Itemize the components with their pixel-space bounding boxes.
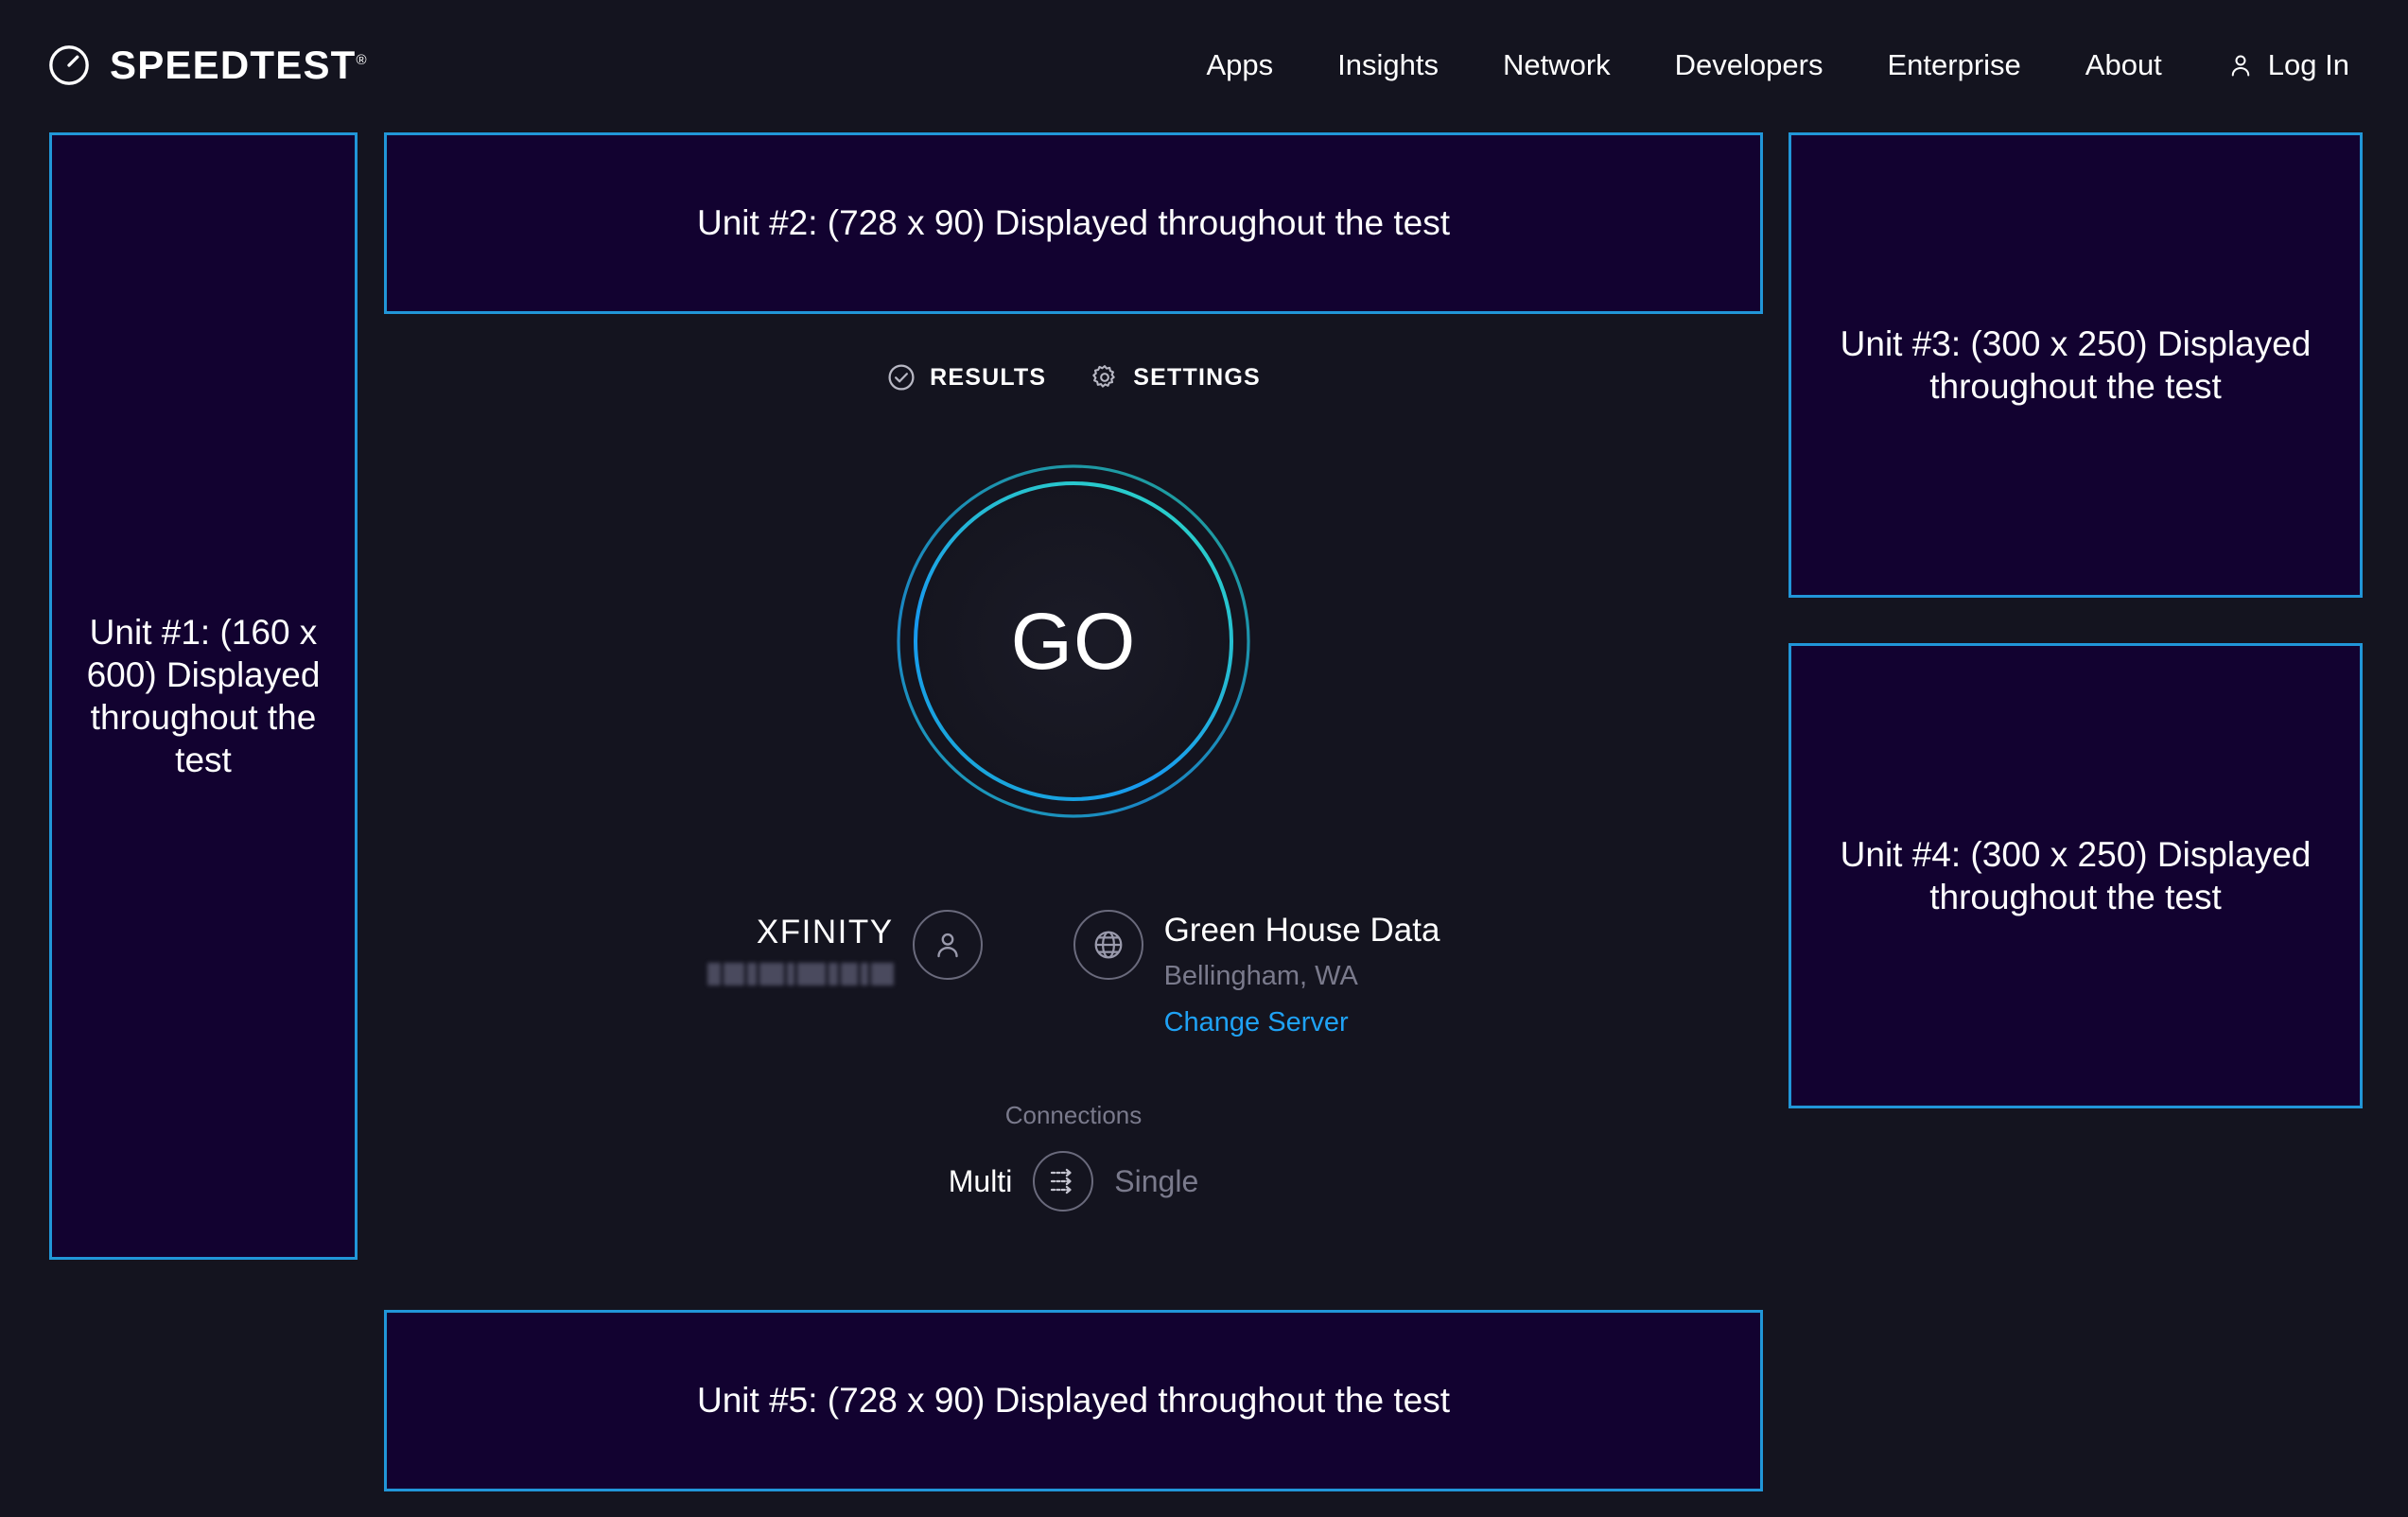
nav-item-insights[interactable]: Insights: [1337, 48, 1439, 81]
nav-item-network[interactable]: Network: [1502, 48, 1611, 81]
site-header: SPEEDTEST® Apps Insights Network Develop…: [0, 0, 2408, 131]
server-name: Green House Data: [1163, 912, 1440, 949]
connections-single-option[interactable]: Single: [1114, 1163, 1199, 1198]
stage-toolbar: RESULTS SETTINGS: [384, 362, 1763, 392]
settings-button[interactable]: SETTINGS: [1090, 362, 1261, 392]
nav-item-apps[interactable]: Apps: [1206, 48, 1274, 81]
user-icon: [2226, 51, 2255, 79]
connections-multi-option[interactable]: Multi: [948, 1163, 1013, 1198]
login-label: Log In: [2267, 48, 2349, 81]
connections-toggle[interactable]: Multi Single: [948, 1151, 1199, 1212]
change-server-link[interactable]: Change Server: [1163, 1007, 1349, 1037]
server-text: Green House Data Bellingham, WA Change S…: [1164, 910, 1440, 1038]
globe-icon: [1073, 910, 1143, 980]
login-button[interactable]: Log In: [2194, 48, 2364, 82]
server-block[interactable]: Green House Data Bellingham, WA Change S…: [1073, 910, 1440, 1038]
nav-item-developers[interactable]: Developers: [1674, 48, 1823, 81]
nav-item-about[interactable]: About: [2085, 48, 2162, 81]
nav-item-enterprise[interactable]: Enterprise: [1887, 48, 2021, 81]
connections-section: Connections Multi Single: [384, 1101, 1763, 1212]
isp-name: XFINITY: [756, 914, 894, 950]
settings-label: SETTINGS: [1133, 363, 1261, 391]
main-nav: Apps Insights Network Developers Enterpr…: [1174, 0, 2364, 131]
trademark-symbol: ®: [356, 52, 367, 68]
isp-block[interactable]: XFINITY: [707, 910, 983, 985]
ad-unit-1[interactable]: Unit #1: (160 x 600) Displayed throughou…: [49, 132, 358, 1260]
ad-unit-2[interactable]: Unit #2: (728 x 90) Displayed throughout…: [384, 132, 1763, 314]
results-label: RESULTS: [930, 363, 1047, 391]
go-button[interactable]: GO: [888, 456, 1259, 827]
test-stage: RESULTS SETTINGS: [384, 314, 1763, 1310]
go-label: GO: [1010, 596, 1137, 686]
user-circle-icon: [912, 910, 983, 980]
ad-unit-5[interactable]: Unit #5: (728 x 90) Displayed throughout…: [384, 1310, 1763, 1491]
go-button-container: GO: [384, 456, 1763, 827]
brand-logo[interactable]: SPEEDTEST®: [45, 42, 367, 89]
multi-arrows-icon[interactable]: [1033, 1151, 1094, 1212]
connections-label: Connections: [1004, 1101, 1143, 1129]
speedometer-icon: [45, 42, 93, 89]
isp-text: XFINITY: [707, 910, 894, 985]
server-location: Bellingham, WA: [1163, 961, 1358, 991]
ad-unit-3[interactable]: Unit #3: (300 x 250) Displayed throughou…: [1789, 132, 2363, 598]
gear-icon: [1090, 362, 1120, 392]
brand-name: SPEEDTEST®: [110, 43, 367, 87]
results-button[interactable]: RESULTS: [886, 362, 1046, 392]
ad-unit-4[interactable]: Unit #4: (300 x 250) Displayed throughou…: [1789, 643, 2363, 1108]
isp-ip-redacted: [707, 963, 894, 985]
check-circle-icon: [886, 362, 916, 392]
host-info: XFINITY: [384, 910, 1763, 1038]
go-rings: [897, 464, 1250, 818]
